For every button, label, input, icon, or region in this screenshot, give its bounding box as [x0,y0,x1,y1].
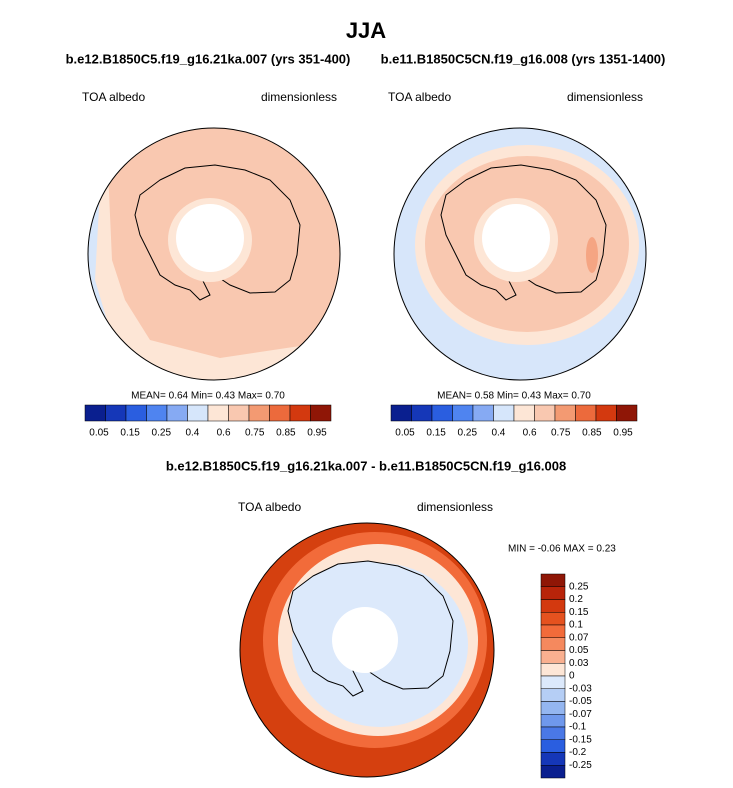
colorbar-label: 0.1 [569,620,583,631]
units-label: dimensionless [261,90,337,104]
map-border [87,127,341,381]
colorbar-box [540,752,566,766]
colorbar-box [534,404,556,422]
colorbar-label: 0.6 [523,428,537,439]
colorbar-box [540,765,566,779]
colorbar-box [105,404,127,422]
colorbar-label: 0.15 [426,428,446,439]
colorbar-box [248,404,270,422]
colorbar-box [540,586,566,600]
colorbar-label: 0.85 [582,428,602,439]
panel-label: TOA albedo [82,90,145,104]
colorbar-label: -0.2 [569,747,587,758]
stats: MIN = -0.06 MAX = 0.23 [508,544,616,555]
colorbar-box [540,573,566,587]
colorbar-label: 0.85 [276,428,296,439]
colorbar-label: 0.2 [569,594,583,605]
subtitle: b.e12.B1850C5.f19_g16.21ka.007 (yrs 351-… [66,51,351,66]
colorbar-label: 0.07 [569,632,589,643]
colorbar-box [207,404,229,422]
colorbar-box [540,688,566,702]
colorbar-box [228,404,250,422]
colorbar-label: 0.4 [185,428,199,439]
map-border [393,127,647,381]
colorbar-label: 0.6 [217,428,231,439]
colorbar-label: 0.25 [569,581,589,592]
colorbar-box [452,404,474,422]
colorbar-box [616,404,638,422]
colorbar-label: 0.95 [307,428,327,439]
colorbar-box [125,404,147,422]
units-label: dimensionless [567,90,643,104]
colorbar-box [269,404,291,422]
colorbar-label: 0.25 [458,428,478,439]
colorbar-box [310,404,332,422]
colorbar-label: 0.75 [245,428,265,439]
map-border [239,522,495,778]
colorbar-box [84,404,106,422]
colorbar-box [166,404,188,422]
colorbar-box [540,739,566,753]
colorbar-box [289,404,311,422]
colorbar-box [540,599,566,613]
colorbar-label: -0.05 [569,696,592,707]
colorbar-box [540,663,566,677]
colorbar-box [540,726,566,740]
colorbar-label: 0.95 [613,428,633,439]
colorbar-box [431,404,453,422]
colorbar-box [595,404,617,422]
colorbar-label: -0.25 [569,760,592,771]
colorbar-label: 0.05 [395,428,415,439]
colorbar-box [187,404,209,422]
colorbar-box [540,637,566,651]
colorbar-box [493,404,515,422]
colorbar-box [411,404,433,422]
colorbar-label: -0.03 [569,683,592,694]
stats: MEAN= 0.58 Min= 0.43 Max= 0.70 [437,391,591,402]
colorbar-box [540,714,566,728]
colorbar-label: -0.1 [569,722,587,733]
stats: MEAN= 0.64 Min= 0.43 Max= 0.70 [131,391,285,402]
colorbar-box [554,404,576,422]
colorbar-label: 0.15 [569,607,589,618]
colorbar-box [575,404,597,422]
colorbar-box [540,650,566,664]
colorbar-label: 0.03 [569,658,589,669]
colorbar-box [540,612,566,626]
colorbar-label: 0.75 [551,428,571,439]
units-label: dimensionless [417,500,493,514]
title: JJA [346,18,386,43]
colorbar-label: 0.25 [152,428,172,439]
colorbar-box [472,404,494,422]
colorbar-label: 0 [569,671,575,682]
subtitle: b.e11.B1850C5CN.f19_g16.008 (yrs 1351-14… [381,51,666,66]
map [240,523,494,777]
colorbar-label: -0.15 [569,734,592,745]
colorbar-box [540,624,566,638]
diff-title: b.e12.B1850C5.f19_g16.21ka.007 - b.e11.B… [166,458,566,473]
colorbar-box [390,404,412,422]
colorbar-box [513,404,535,422]
panel-label: TOA albedo [388,90,451,104]
panel-label: TOA albedo [238,500,301,514]
colorbar-label: 0.05 [569,645,589,656]
colorbar-label: 0.05 [89,428,109,439]
colorbar-box [146,404,168,422]
colorbar-label: -0.07 [569,709,592,720]
colorbar-box [540,701,566,715]
colorbar-label: 0.15 [120,428,140,439]
colorbar-label: 0.4 [491,428,505,439]
map [394,128,646,380]
colorbar-box [540,675,566,689]
